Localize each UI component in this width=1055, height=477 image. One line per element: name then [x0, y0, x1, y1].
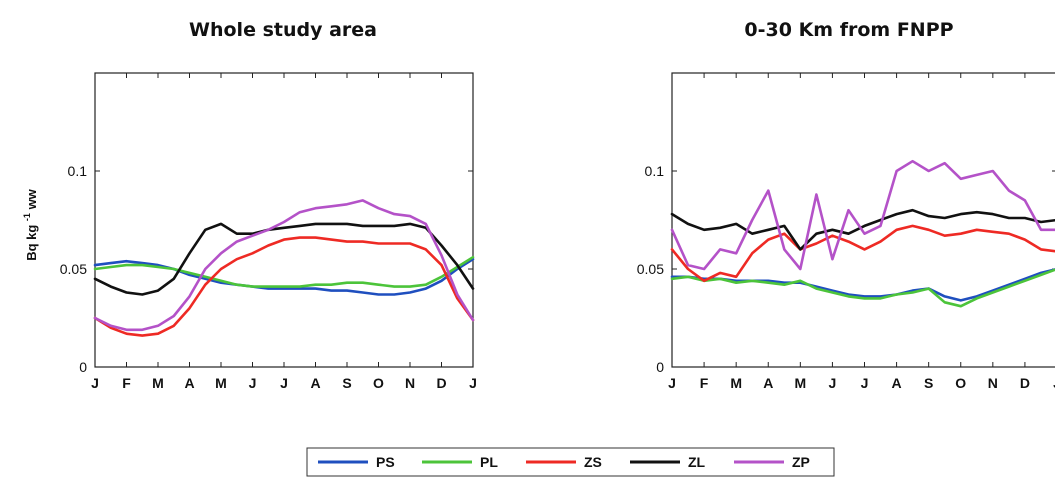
series-line-ps — [93, 257, 475, 296]
x-tick-label: J — [861, 375, 869, 391]
x-tick-label: S — [342, 375, 351, 391]
y-tick-labels: 0 0.05 0.1 — [637, 163, 664, 375]
x-tick-label: O — [373, 375, 384, 391]
series-line-zs — [670, 224, 1055, 283]
legend-label-zs: ZS — [584, 454, 602, 470]
y-tick-label: 0.05 — [60, 261, 87, 277]
series-line-zl — [93, 222, 475, 296]
legend-label-pl: PL — [480, 454, 498, 470]
x-tick-label: J — [280, 375, 288, 391]
series-lines — [93, 199, 475, 337]
legend-label-zl: ZL — [688, 454, 706, 470]
x-tick-label: N — [405, 375, 415, 391]
chart-title: 0-30 Km from FNPP — [744, 19, 953, 41]
series-line-zp — [670, 159, 1055, 271]
x-tick-label: O — [955, 375, 966, 391]
x-tick-label: D — [1020, 375, 1030, 391]
y-tick-labels: 0 0.05 0.1 — [60, 163, 87, 375]
x-tick-label: A — [892, 375, 902, 391]
x-tick-label: S — [924, 375, 933, 391]
y-axis-label: Bq kg -1 ww — [22, 188, 39, 260]
x-tick-label: J — [1053, 375, 1055, 391]
x-tick-label: J — [469, 375, 477, 391]
x-tick-label: M — [730, 375, 742, 391]
y-tick-label: 0.05 — [637, 261, 664, 277]
x-tick-label: J — [668, 375, 676, 391]
legend-label-ps: PS — [376, 454, 395, 470]
y-tick-label: 0.1 — [68, 163, 88, 179]
x-tick-label: A — [184, 375, 194, 391]
x-tick-label: F — [700, 375, 709, 391]
y-tick-label: 0 — [79, 359, 87, 375]
y-tick-label: 0.1 — [645, 163, 665, 179]
legend-label-zp: ZP — [792, 454, 810, 470]
series-line-zp — [93, 199, 475, 332]
series-line-pl — [670, 268, 1055, 308]
axis-ticks — [671, 73, 1055, 368]
series-line-pl — [93, 255, 475, 288]
x-tick-label: J — [91, 375, 99, 391]
x-tick-label: D — [436, 375, 446, 391]
legend: PS PL ZS ZL ZP — [306, 447, 835, 477]
chart-panel-whole-study-area: Whole study area Bq kg -1 ww 0 0.05 0.1 J F… — [22, 19, 477, 391]
x-tick-label: J — [249, 375, 257, 391]
series-line-ps — [670, 268, 1055, 302]
x-tick-label: M — [215, 375, 227, 391]
plot-area-frame — [671, 72, 1055, 368]
x-tick-label: J — [829, 375, 837, 391]
series-line-zs — [93, 236, 475, 337]
axis-ticks — [94, 73, 474, 368]
x-tick-label: N — [988, 375, 998, 391]
y-axis-label-unit: ww — [24, 188, 39, 213]
x-tick-label: A — [763, 375, 773, 391]
legend-entries: PS PL ZS ZL ZP — [318, 454, 810, 470]
x-tick-label: M — [152, 375, 164, 391]
x-tick-label: M — [794, 375, 806, 391]
chart-panel-0-30km: 0-30 Km from FNPP 0 0.05 0.1 J F M A M J J A S O N D J — [637, 19, 1055, 391]
y-axis-label-superscript: -1 — [22, 213, 32, 221]
x-tick-label: F — [122, 375, 131, 391]
series-lines — [670, 159, 1055, 308]
chart-title: Whole study area — [189, 19, 377, 41]
series-line-zl — [670, 208, 1055, 251]
y-tick-label: 0 — [656, 359, 664, 375]
x-tick-label: A — [310, 375, 320, 391]
